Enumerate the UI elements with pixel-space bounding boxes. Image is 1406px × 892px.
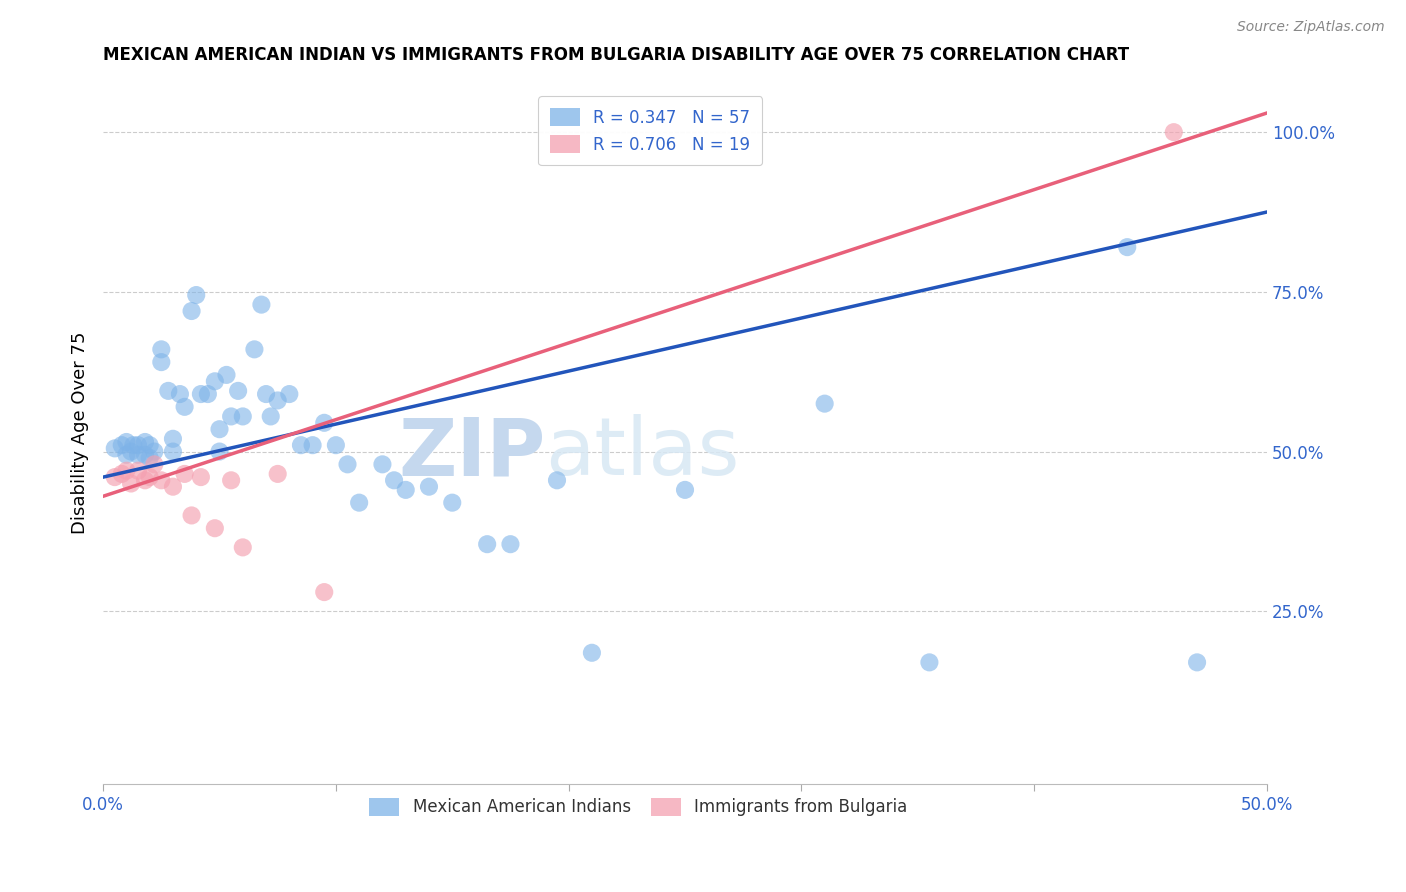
Point xyxy=(143,444,166,458)
Point xyxy=(418,480,440,494)
Point xyxy=(186,288,208,302)
Point xyxy=(226,384,249,398)
Point xyxy=(301,438,323,452)
Point xyxy=(115,464,138,478)
Point xyxy=(173,400,195,414)
Point xyxy=(208,422,231,436)
Point xyxy=(581,646,603,660)
Point xyxy=(138,450,160,465)
Point xyxy=(814,397,837,411)
Point xyxy=(219,409,242,424)
Point xyxy=(314,416,336,430)
Point xyxy=(150,355,173,369)
Point xyxy=(204,374,226,388)
Point xyxy=(134,473,156,487)
Point xyxy=(215,368,238,382)
Point xyxy=(918,656,941,670)
Text: Source: ZipAtlas.com: Source: ZipAtlas.com xyxy=(1237,20,1385,34)
Point xyxy=(1116,240,1139,254)
Point xyxy=(111,467,134,481)
Point xyxy=(180,304,202,318)
Point xyxy=(122,438,145,452)
Point xyxy=(371,458,394,472)
Point xyxy=(180,508,202,523)
Point xyxy=(260,409,283,424)
Point xyxy=(138,438,160,452)
Point xyxy=(127,438,149,452)
Point xyxy=(173,467,195,481)
Point xyxy=(134,434,156,449)
Point xyxy=(150,343,173,357)
Point xyxy=(673,483,696,497)
Point xyxy=(115,448,138,462)
Point xyxy=(314,585,336,599)
Point xyxy=(347,496,370,510)
Point xyxy=(197,387,219,401)
Point xyxy=(162,480,184,494)
Point xyxy=(290,438,312,452)
Text: atlas: atlas xyxy=(546,415,740,492)
Point xyxy=(138,470,160,484)
Point xyxy=(243,343,266,357)
Point xyxy=(1185,656,1208,670)
Text: MEXICAN AMERICAN INDIAN VS IMMIGRANTS FROM BULGARIA DISABILITY AGE OVER 75 CORRE: MEXICAN AMERICAN INDIAN VS IMMIGRANTS FR… xyxy=(103,46,1129,64)
Point xyxy=(382,473,405,487)
Point xyxy=(127,464,149,478)
Point xyxy=(499,537,522,551)
Point xyxy=(250,298,273,312)
Point xyxy=(162,432,184,446)
Point xyxy=(1163,125,1185,139)
Point xyxy=(546,473,568,487)
Point xyxy=(157,384,180,398)
Point xyxy=(120,444,142,458)
Point xyxy=(120,476,142,491)
Legend: Mexican American Indians, Immigrants from Bulgaria: Mexican American Indians, Immigrants fro… xyxy=(361,789,915,824)
Point xyxy=(232,409,254,424)
Point xyxy=(204,521,226,535)
Point xyxy=(267,393,290,408)
Point xyxy=(336,458,359,472)
Point xyxy=(441,496,464,510)
Point xyxy=(208,444,231,458)
Point xyxy=(232,541,254,555)
Point xyxy=(162,444,184,458)
Text: ZIP: ZIP xyxy=(398,415,546,492)
Point xyxy=(143,458,166,472)
Point xyxy=(475,537,498,551)
Point xyxy=(111,438,134,452)
Point xyxy=(219,473,242,487)
Point xyxy=(134,448,156,462)
Point xyxy=(150,473,173,487)
Point xyxy=(104,470,127,484)
Point xyxy=(254,387,277,401)
Point xyxy=(278,387,301,401)
Point xyxy=(267,467,290,481)
Point xyxy=(190,387,212,401)
Point xyxy=(395,483,418,497)
Point xyxy=(325,438,347,452)
Point xyxy=(127,448,149,462)
Point xyxy=(169,387,191,401)
Point xyxy=(115,434,138,449)
Point xyxy=(104,442,127,456)
Y-axis label: Disability Age Over 75: Disability Age Over 75 xyxy=(72,331,89,533)
Point xyxy=(190,470,212,484)
